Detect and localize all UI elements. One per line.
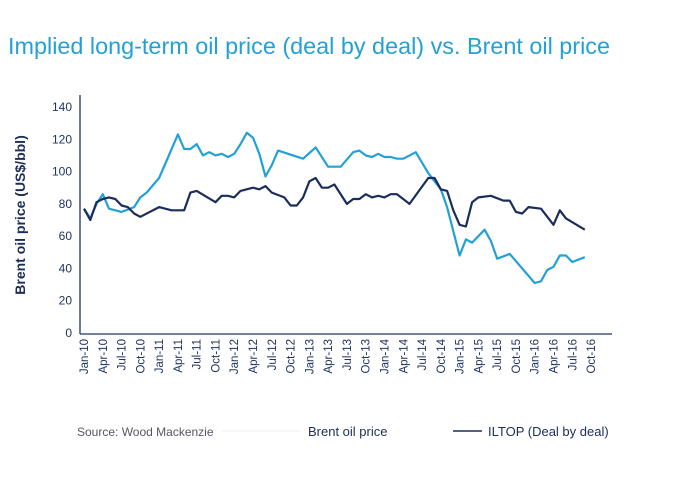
x-tick-label: Oct-10 [135, 339, 147, 374]
x-tick-label: Apr-10 [98, 339, 110, 374]
x-tick-label: Oct-16 [586, 339, 598, 374]
x-tick-label: Jul-16 [567, 339, 579, 370]
x-tick-label: Jan-14 [379, 338, 391, 374]
source-note: Source: Wood Mackenzie [77, 425, 214, 439]
y-tick-label: 140 [52, 100, 72, 114]
x-tick-label: Jan-16 [530, 339, 542, 374]
x-tick-label: Jan-11 [154, 339, 166, 373]
y-tick-label: 100 [52, 165, 72, 179]
y-tick-label: 20 [59, 294, 73, 308]
brent-price-line [83, 131, 586, 285]
x-tick-label: Apr-12 [248, 339, 260, 374]
y-tick-label: 120 [52, 132, 72, 146]
y-tick-label: 60 [59, 229, 73, 243]
x-tick-label: Oct-14 [436, 338, 448, 373]
x-tick-label: Oct-13 [361, 339, 373, 374]
y-ticks: 0 20 40 60 80 100 120 140 [52, 100, 72, 340]
x-tick-label: Jan-12 [229, 339, 241, 374]
x-tick-label: Apr-15 [473, 339, 485, 374]
x-tick-label: Jul-12 [267, 339, 279, 370]
x-tick-label: Apr-11 [173, 339, 185, 373]
x-tick-label: Jul-15 [492, 339, 504, 370]
x-tick-label: Oct-12 [286, 339, 298, 374]
x-tick-label: Jul-13 [342, 339, 354, 370]
series-lines [83, 131, 586, 285]
x-ticks: Jan-10 Apr-10 Jul-10 Oct-10 Jan-11 Apr-11 Jul-… [79, 338, 598, 374]
x-tick-label: Oct-11 [210, 339, 222, 373]
x-tick-label: Jul-11 [192, 339, 204, 369]
x-tick-label: Jan-15 [455, 339, 467, 374]
x-tick-label: Jul-14 [417, 338, 429, 370]
x-tick-label: Jan-13 [304, 339, 316, 374]
x-tick-label: Apr-16 [549, 339, 561, 374]
legend-label-brent: Brent oil price [308, 424, 387, 439]
x-tick-label: Apr-13 [323, 339, 335, 374]
iltop-line [83, 176, 586, 231]
y-tick-label: 80 [59, 197, 73, 211]
y-tick-label: 40 [59, 261, 73, 275]
x-tick-label: Oct-15 [511, 339, 523, 374]
y-tick-label: 0 [65, 326, 72, 340]
x-tick-label: Jul-10 [117, 339, 129, 370]
y-axis-label: Brent oil price (US$/bbl) [12, 135, 28, 294]
x-tick-label: Jan-10 [79, 339, 91, 374]
legend-label-iltop: ILTOP (Deal by deal) [488, 424, 609, 439]
x-tick-label: Apr-14 [398, 338, 410, 373]
chart-title: Implied long-term oil price (deal by dea… [8, 33, 610, 59]
